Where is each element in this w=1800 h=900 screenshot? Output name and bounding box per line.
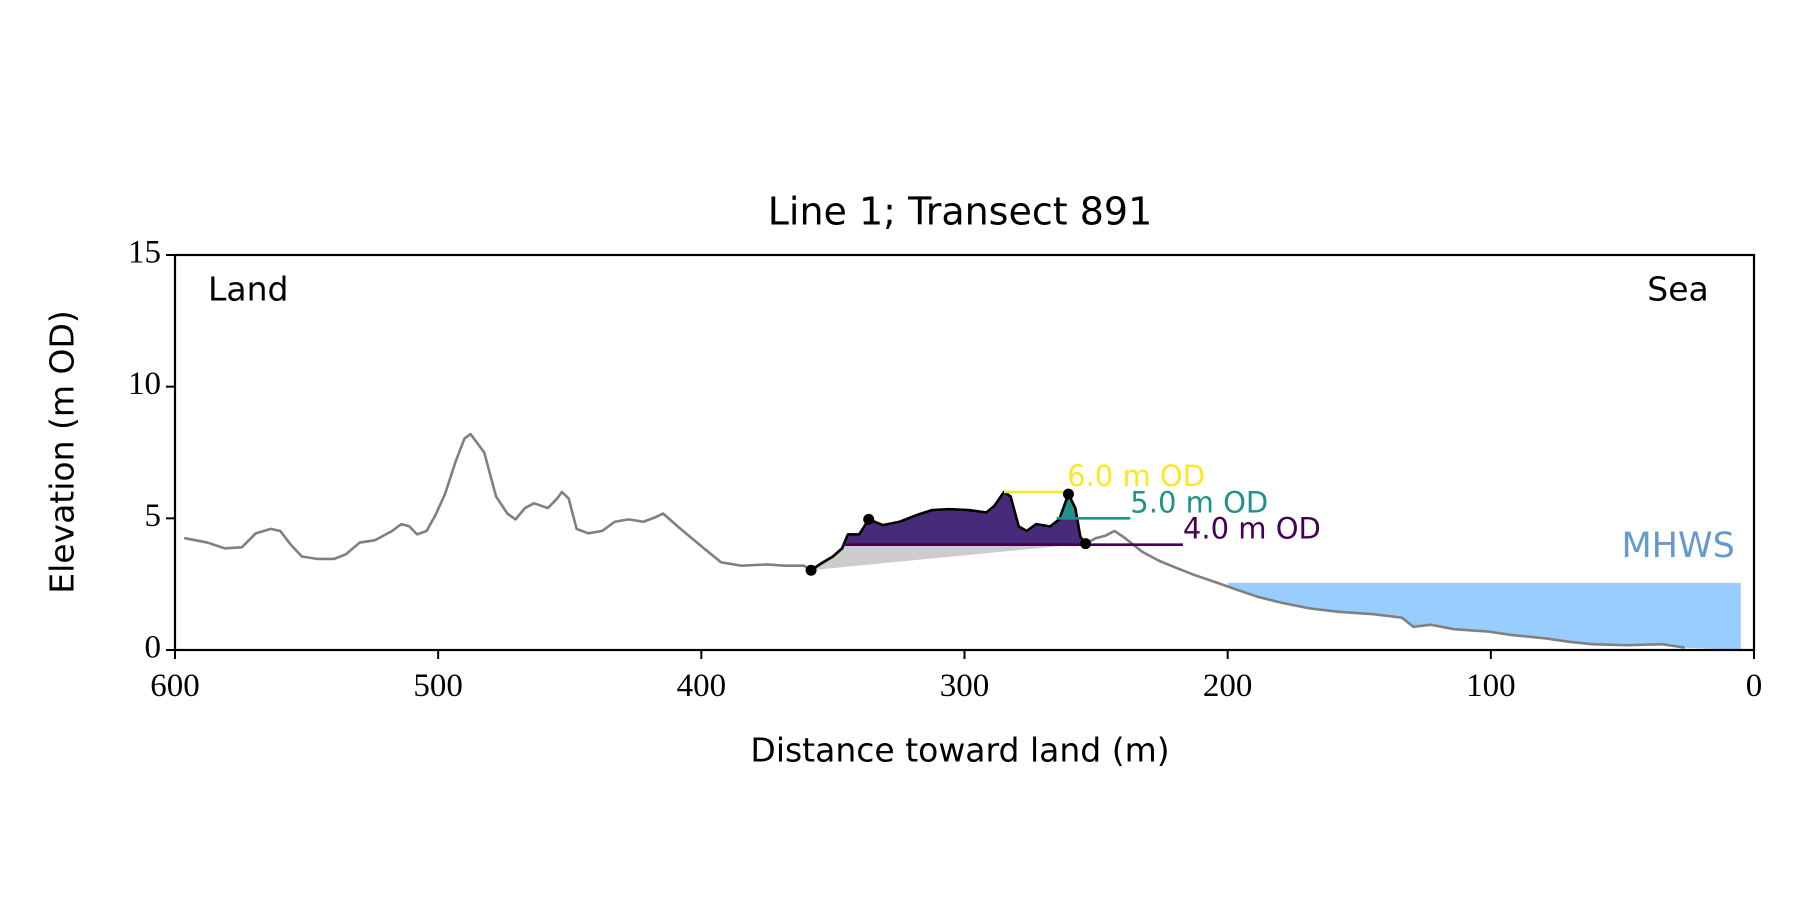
profile-line xyxy=(810,490,1087,572)
mhws-label: MHWS xyxy=(1621,526,1734,566)
marker xyxy=(1080,538,1092,550)
y-tick-label: 0 xyxy=(145,630,162,666)
corner-annotation: Land xyxy=(208,270,288,309)
y-tick-label: 10 xyxy=(128,366,161,402)
mhws-water xyxy=(1227,582,1741,650)
chart-title: Line 1; Transect 891 xyxy=(768,190,1153,234)
x-tick-label: 600 xyxy=(150,668,200,704)
level-fill xyxy=(1059,494,1078,519)
level-label: 6.0 m OD xyxy=(1067,459,1205,493)
corner-annotation: Sea xyxy=(1647,270,1708,309)
y-axis-label: Elevation (m OD) xyxy=(43,310,82,594)
level-label: 4.0 m OD xyxy=(1183,512,1321,546)
level-fill xyxy=(843,492,1086,545)
x-tick-label: 400 xyxy=(677,668,727,704)
level-label: 5.0 m OD xyxy=(1130,485,1268,519)
marker xyxy=(1062,488,1074,500)
x-tick-label: 0 xyxy=(1746,668,1763,704)
y-tick-label: 5 xyxy=(145,498,162,534)
x-tick-label: 500 xyxy=(413,668,463,704)
marker xyxy=(805,564,817,576)
y-tick-label: 15 xyxy=(128,235,161,271)
x-tick-label: 200 xyxy=(1203,668,1253,704)
x-axis-label: Distance toward land (m) xyxy=(750,731,1169,770)
x-tick-label: 100 xyxy=(1466,668,1516,704)
x-tick-label: 300 xyxy=(940,668,990,704)
marker xyxy=(863,513,875,525)
